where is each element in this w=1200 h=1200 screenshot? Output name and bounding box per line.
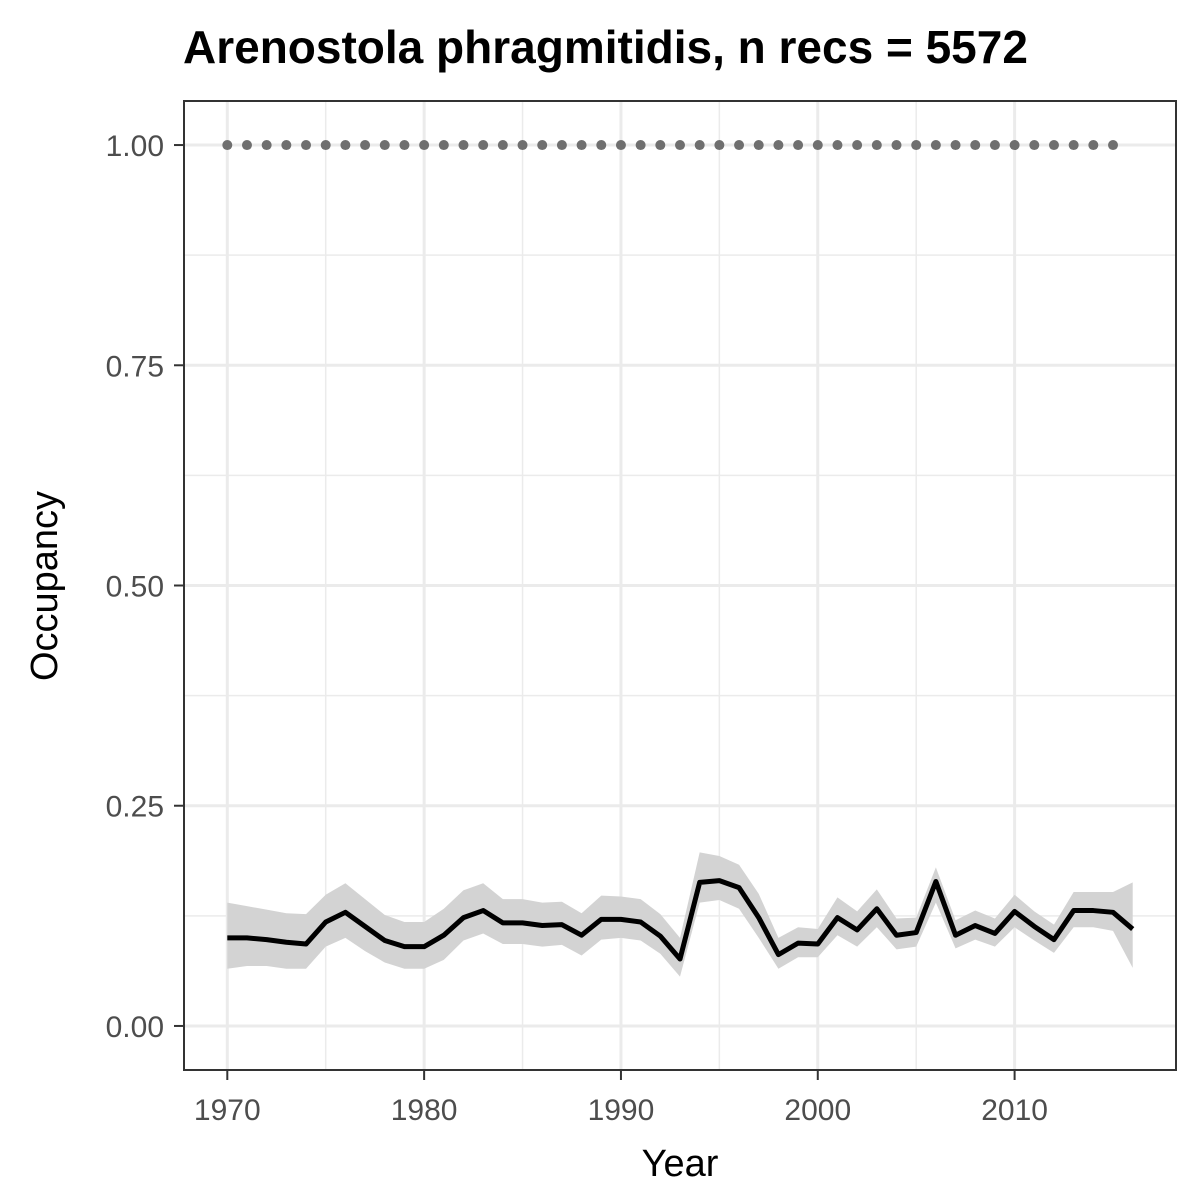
x-tick-label: 1970: [194, 1094, 261, 1127]
observation-point: [478, 140, 489, 151]
observation-point: [793, 140, 804, 151]
observation-point: [714, 140, 725, 151]
observation-point: [241, 140, 252, 151]
observation-point: [596, 140, 607, 151]
observation-point: [497, 140, 508, 151]
observation-point: [812, 140, 823, 151]
observation-point: [734, 140, 745, 151]
observation-point: [1009, 140, 1020, 151]
observation-point: [222, 140, 233, 151]
y-axis: 0.00 0.25 0.50 0.75 1.00: [106, 130, 184, 1044]
plot-panel: [183, 100, 1177, 1071]
y-tick-label: 0.00: [106, 1011, 164, 1044]
occupancy-line-layer: [227, 878, 1135, 962]
occupancy-line: [227, 878, 1135, 962]
y-axis-label: Occupancy: [24, 491, 66, 681]
observation-point: [1088, 140, 1099, 151]
observation-point: [832, 140, 843, 151]
observation-point: [438, 140, 449, 151]
chart-title: Arenostola phragmitidis, n recs = 5572: [183, 21, 1028, 73]
observation-point: [852, 140, 863, 151]
confidence-ribbon: [227, 852, 1133, 977]
y-tick-label: 0.75: [106, 350, 164, 383]
observation-point: [340, 140, 351, 151]
observation-point: [537, 140, 548, 151]
observation-point: [576, 140, 587, 151]
observation-point: [458, 140, 469, 151]
y-tick-label: 1.00: [106, 130, 164, 163]
observation-point: [1048, 140, 1059, 151]
observation-point: [675, 140, 685, 151]
observation-point: [1068, 140, 1079, 151]
observation-point: [911, 140, 922, 151]
observation-point: [556, 140, 567, 151]
observation-point: [615, 140, 626, 151]
observation-point: [281, 140, 292, 151]
x-tick-label: 2010: [981, 1094, 1048, 1127]
observation-point: [635, 140, 646, 151]
x-axis: 1970 1980 1990 2000 2010: [194, 1070, 1048, 1127]
x-axis-label: Year: [642, 1143, 719, 1185]
observation-point: [517, 140, 528, 151]
x-tick-label: 2000: [784, 1094, 851, 1127]
x-tick-label: 1980: [391, 1094, 458, 1127]
y-tick-label: 0.25: [106, 791, 164, 824]
observation-point: [261, 140, 272, 151]
observation-point: [320, 140, 331, 151]
observation-point: [655, 140, 666, 151]
observation-point: [950, 140, 961, 151]
observation-point: [1108, 140, 1119, 151]
observation-point: [694, 140, 705, 151]
observation-point: [970, 140, 981, 151]
observation-point: [301, 140, 312, 151]
confidence-ribbon-layer: [227, 852, 1133, 977]
observation-point: [399, 140, 410, 151]
x-tick-label: 1990: [588, 1094, 655, 1127]
observation-point: [989, 140, 1000, 151]
observation-point: [871, 140, 882, 151]
observation-point: [891, 140, 902, 151]
observation-point: [1029, 140, 1040, 151]
observation-points-layer: [222, 140, 1119, 151]
observation-point: [360, 140, 371, 151]
y-tick-label: 0.50: [106, 571, 164, 604]
observation-point: [773, 140, 784, 151]
observation-point: [379, 140, 390, 151]
observation-point: [930, 140, 941, 151]
observation-point: [753, 140, 764, 151]
observation-point: [419, 140, 430, 151]
